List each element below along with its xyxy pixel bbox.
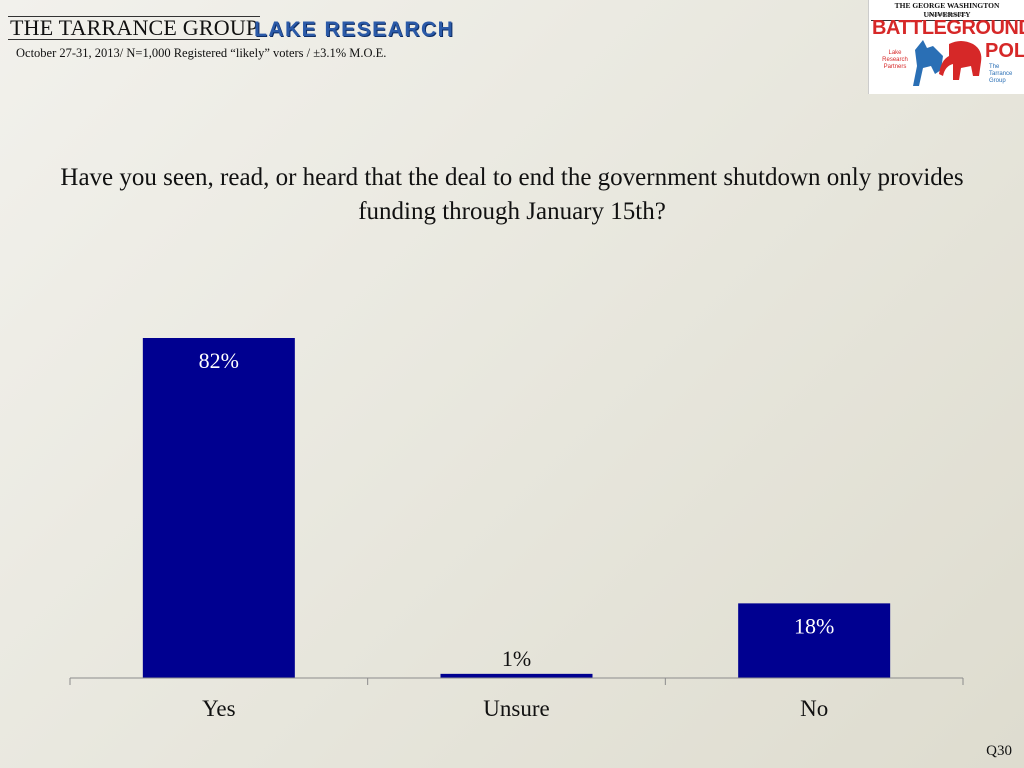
question-code: Q30	[986, 743, 1012, 759]
chart-title: Have you seen, read, or heard that the d…	[60, 164, 964, 225]
survey-note: October 27-31, 2013/ N=1,000 Registered …	[16, 46, 387, 60]
bar-yes	[142, 338, 295, 678]
data-label-yes: 82%	[199, 348, 239, 373]
lake-research-logo-text: LAKE RESEARCH	[254, 18, 455, 41]
donkey-elephant-icon	[913, 40, 982, 86]
bar-unsure	[440, 673, 593, 678]
bars-group	[142, 338, 891, 678]
x-axis	[69, 677, 964, 685]
battleground-poll-logo: THE GEORGE WASHINGTON UNIVERSITY WASHING…	[868, 0, 1024, 94]
tarrance-logo-text: THE TARRANCE GROUP	[8, 15, 261, 40]
x-tick-label-yes: Yes	[202, 696, 236, 721]
bar-no	[738, 603, 891, 678]
x-tick-label-no: No	[800, 696, 828, 721]
data-label-no: 18%	[794, 613, 834, 638]
logo-location: WASHINGTON DC	[927, 12, 967, 17]
x-tick-label-unsure: Unsure	[483, 696, 549, 721]
logo-partner-left: Lake Research Partners	[882, 50, 908, 70]
labels-group: 82% Yes 1% Unsure 18% No	[199, 348, 835, 721]
logo-university: THE GEORGE WASHINGTON UNIVERSITY	[871, 1, 1023, 21]
data-label-unsure: 1%	[502, 646, 531, 671]
logo-partner-right: The Tarrance Group	[989, 64, 1013, 84]
logo-title-battleground: BATTLEGROUND	[872, 17, 1024, 39]
